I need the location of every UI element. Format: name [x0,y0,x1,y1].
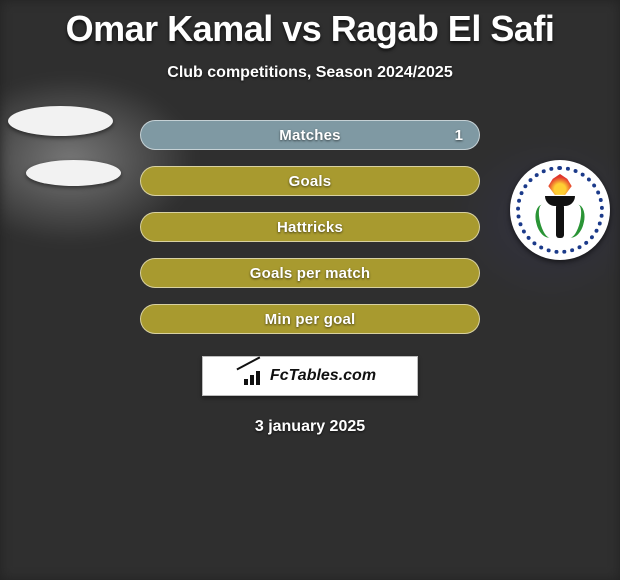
stat-bar-label: Goals per match [250,265,371,282]
torch-icon [538,178,582,242]
flame-icon [547,174,573,196]
footer-date: 3 january 2025 [0,418,620,436]
placeholder-ellipse [8,106,113,136]
stat-bar-label: Hattricks [277,219,343,236]
left-player-placeholder [8,106,121,186]
page-subtitle: Club competitions, Season 2024/2025 [0,64,620,82]
attribution-text: FcTables.com [270,367,376,385]
comparison-area: Matches 1 Goals Hattricks Goals per match Min… [0,120,620,436]
stat-bar-matches: Matches 1 [140,120,480,150]
stat-bar-label: Min per goal [265,311,356,328]
stat-bar-label: Matches [279,127,340,144]
stat-bar-min_per_goal: Min per goal [140,304,480,334]
page-title: Omar Kamal vs Ragab El Safi [0,0,620,50]
right-club-badge-wrap [510,160,610,260]
content-root: Omar Kamal vs Ragab El Safi Club competi… [0,0,620,436]
stat-bar-label: Goals [289,173,332,190]
stat-bar-right-value: 1 [455,127,463,144]
laurel-right-icon [560,202,588,240]
placeholder-ellipse [26,160,121,186]
club-crest [510,160,610,260]
stat-bar-goals_per_match: Goals per match [140,258,480,288]
stat-bars: Matches 1 Goals Hattricks Goals per match Min… [140,120,480,334]
stat-bar-goals: Goals [140,166,480,196]
stat-bar-hattricks: Hattricks [140,212,480,242]
bar-chart-trend-icon [244,367,266,385]
attribution-badge: FcTables.com [202,356,418,396]
